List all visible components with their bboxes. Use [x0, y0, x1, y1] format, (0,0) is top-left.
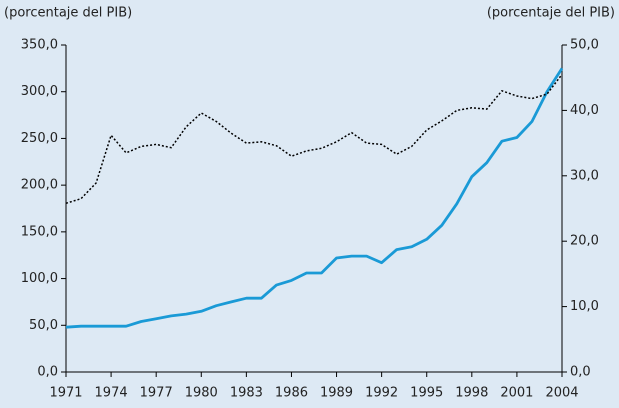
- y-tick-label: 300,0: [21, 84, 58, 99]
- x-tick-label: 2001: [500, 386, 533, 401]
- x-tick-label: 1974: [95, 386, 128, 401]
- y2-tick-label: 10,0: [570, 299, 599, 314]
- line-series: [65, 73, 563, 205]
- x-tick-label: 1998: [455, 386, 488, 401]
- x-tick-label: 1989: [320, 386, 353, 401]
- x-tick-label: 1977: [140, 386, 173, 401]
- y-tick-label: 350,0: [21, 38, 58, 53]
- y2-axis-label: (porcentaje del PIB): [487, 6, 615, 21]
- x-tick-label: 1980: [185, 386, 218, 401]
- line-series: [65, 67, 564, 329]
- y2-tick-label: 20,0: [570, 234, 599, 249]
- y-tick-label: 200,0: [21, 178, 58, 193]
- x-tick-label: 2004: [545, 386, 578, 401]
- y-tick-label: 50,0: [29, 318, 58, 333]
- x-tick-label: 1995: [410, 386, 443, 401]
- x-tick-label: 1983: [230, 386, 263, 401]
- y-tick-label: 0,0: [37, 365, 58, 380]
- x-tick-label: 1971: [49, 386, 82, 401]
- x-tick-label: 1986: [275, 386, 308, 401]
- y2-tick-label: 50,0: [570, 38, 599, 53]
- y-tick-label: 100,0: [21, 271, 58, 286]
- y2-tick-label: 0,0: [570, 365, 591, 380]
- y-tick-label: 150,0: [21, 224, 58, 239]
- y2-tick-label: 30,0: [570, 168, 599, 183]
- y2-tick-label: 40,0: [570, 103, 599, 118]
- y-axis-label: (porcentaje del PIB): [4, 6, 132, 21]
- x-tick-label: 1992: [365, 386, 398, 401]
- y-tick-label: 250,0: [21, 131, 58, 146]
